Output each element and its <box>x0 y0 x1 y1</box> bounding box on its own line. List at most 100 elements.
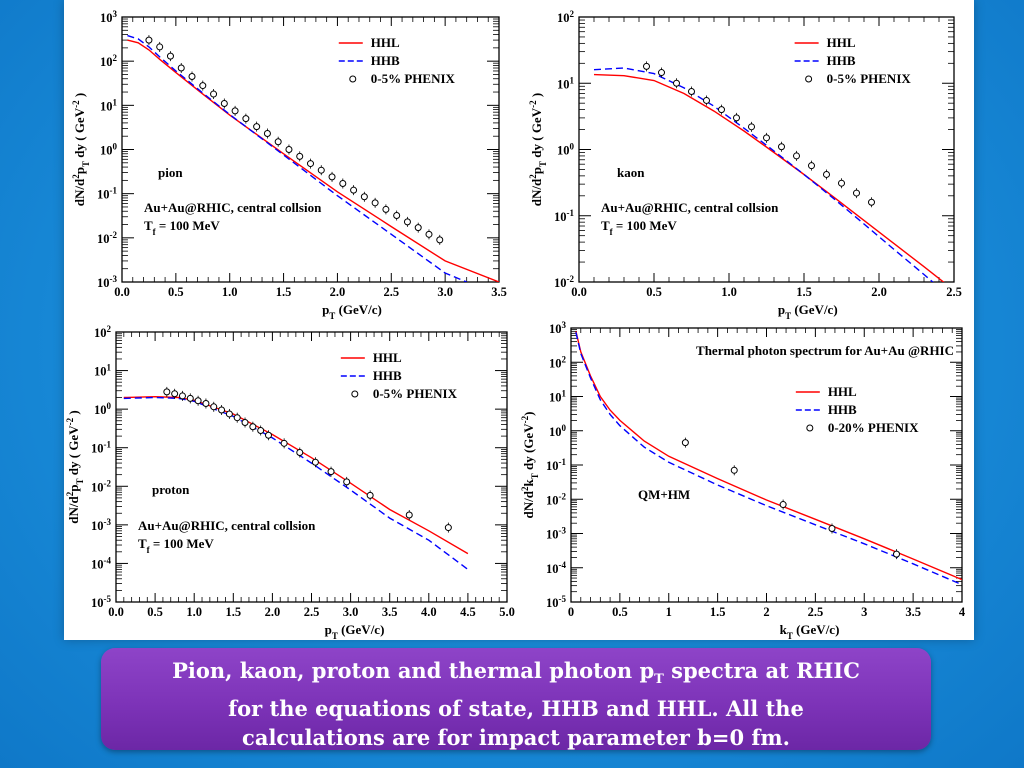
y-tick-label: 101 <box>557 75 575 91</box>
legend-entry: HHL <box>828 384 857 399</box>
data-point <box>688 88 695 96</box>
collision-label: Au+Au@RHIC, central collsion <box>601 200 779 215</box>
data-point <box>274 138 282 146</box>
x-axis-label: pT (GeV/c) <box>325 622 385 640</box>
kaon-spectrum-plot: 0.0 0.5 1.0 1.5 2.0 2.5 10-2 10-1 100 101 102 pT (G… <box>528 9 962 320</box>
y-tick-label: 100 <box>94 401 112 417</box>
y-tick-label: 10-2 <box>91 478 111 494</box>
x-tick-label: 0.0 <box>114 285 130 299</box>
x-tick-label: 2 <box>763 605 769 619</box>
x-tick-label: 0.5 <box>168 285 184 299</box>
x-tick-label: 3 <box>861 605 867 619</box>
data-point <box>823 170 830 178</box>
data-point <box>307 160 314 168</box>
data-point <box>444 524 452 532</box>
series-line-hhb <box>127 34 467 282</box>
caption-line-1: Pion, kaon, proton and thermal photon pT… <box>172 658 860 688</box>
data-point <box>733 114 740 122</box>
y-tick-label: 10-5 <box>546 594 566 610</box>
y-tick-label: 102 <box>549 354 567 370</box>
x-tick-label: 3.5 <box>491 285 507 299</box>
data-point <box>145 36 153 44</box>
data-point <box>171 390 179 398</box>
data-point <box>793 152 800 160</box>
data-point <box>218 406 226 414</box>
x-axis-label: kT (GeV/c) <box>780 622 840 640</box>
x-tick-label: 1.5 <box>276 285 292 299</box>
y-tick-label: 100 <box>549 423 567 439</box>
plot-frame <box>115 331 508 603</box>
data-point <box>264 431 272 439</box>
data-point <box>393 212 401 220</box>
data-point <box>166 52 174 60</box>
particle-label: pion <box>158 165 183 180</box>
y-tick-label: 10-2 <box>546 491 566 507</box>
y-axis-label: dN/d2pT dy ( GeV-2 ) <box>71 93 91 206</box>
series-group <box>593 61 945 282</box>
legend-marker <box>806 424 814 432</box>
data-point <box>220 100 228 108</box>
data-point <box>778 143 785 151</box>
y-tick-label: 100 <box>557 142 575 158</box>
y-tick-label: 10-2 <box>97 230 117 246</box>
data-point <box>681 439 689 447</box>
data-point <box>673 79 680 87</box>
data-point <box>311 458 319 466</box>
data-point <box>241 419 249 427</box>
x-tick-label: 1.0 <box>186 605 202 619</box>
y-tick-label: 10-3 <box>97 274 117 290</box>
series-line-hhl <box>575 331 962 581</box>
data-point <box>233 414 241 422</box>
legend-entry: HHB <box>373 368 402 383</box>
x-tick-label: 2.5 <box>946 285 962 299</box>
data-point <box>658 69 665 77</box>
y-tick-label: 102 <box>100 53 118 69</box>
data-point <box>186 394 194 402</box>
y-tick-label: 100 <box>100 142 118 158</box>
legend-entry: HHB <box>371 53 400 68</box>
data-point <box>178 392 186 400</box>
data-point <box>405 511 413 519</box>
x-tick-label: 1.0 <box>222 285 238 299</box>
legend-entry: HHB <box>828 402 857 417</box>
data-point <box>253 123 261 131</box>
data-point <box>343 478 351 486</box>
series-group <box>127 34 499 282</box>
x-tick-label: 0.0 <box>108 605 124 619</box>
series-line-hhb <box>593 67 934 282</box>
data-point <box>828 524 836 532</box>
figure-panel: 0.0 0.5 1.0 1.5 2.0 2.5 3.0 3.5 10-3 10-2 10-1 100 1… <box>64 0 974 640</box>
series-group <box>575 331 962 586</box>
legend-entry: HHB <box>827 53 856 68</box>
data-point <box>199 82 207 90</box>
particle-label: kaon <box>617 165 645 180</box>
data-point <box>366 491 374 499</box>
data-point <box>748 123 755 131</box>
data-point <box>163 388 171 396</box>
data-point <box>718 106 725 114</box>
y-axis-label: dN/d2pT dy ( GeV-2 ) <box>65 410 85 523</box>
x-tick-label: 4 <box>959 605 966 619</box>
x-tick-label: 3.0 <box>343 605 359 619</box>
data-point <box>893 550 901 558</box>
y-tick-label: 10-2 <box>554 274 574 290</box>
caption-line-3: calculations are for impact parameter b=… <box>242 725 790 751</box>
data-point <box>156 43 164 51</box>
data-point <box>327 468 335 476</box>
x-tick-label: 0.5 <box>646 285 662 299</box>
data-point <box>317 166 325 174</box>
x-tick-label: 0.5 <box>147 605 163 619</box>
data-point <box>285 146 293 153</box>
data-point <box>263 130 271 138</box>
data-point <box>177 64 185 72</box>
x-tick-label: 3.0 <box>437 285 453 299</box>
data-point <box>188 72 196 80</box>
data-point <box>703 96 710 104</box>
data-point <box>371 199 379 207</box>
model-label: QM+HM <box>638 487 690 502</box>
y-tick-label: 101 <box>94 363 112 379</box>
x-tick-label: 2.0 <box>265 605 281 619</box>
y-tick-label: 10-4 <box>91 555 111 571</box>
legend-marker <box>351 390 359 398</box>
series-line-hhl <box>123 395 469 555</box>
